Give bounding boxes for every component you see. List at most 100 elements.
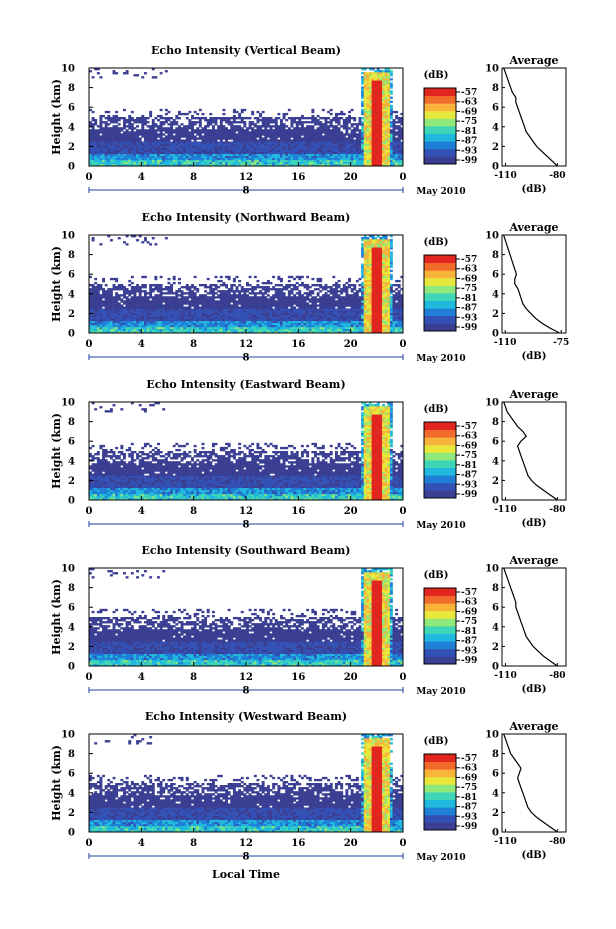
heatmap-cell bbox=[149, 306, 153, 309]
heatmap-cell bbox=[107, 129, 111, 132]
heatmap-cell bbox=[204, 133, 208, 136]
heatmap-cell bbox=[382, 117, 385, 120]
heatmap-cell bbox=[159, 123, 163, 126]
heatmap-cell bbox=[266, 286, 270, 289]
heatmap-cell bbox=[282, 129, 286, 132]
date-label: May 2010 bbox=[416, 187, 465, 197]
heatmap-cell bbox=[395, 155, 399, 159]
heatmap-cell bbox=[374, 110, 378, 114]
heatmap-cell bbox=[376, 153, 380, 157]
heatmap-cell bbox=[384, 110, 388, 114]
heatmap-cell bbox=[196, 296, 200, 299]
heatmap-cell bbox=[162, 163, 166, 167]
heatmap-cell bbox=[201, 131, 205, 134]
heatmap-cell bbox=[175, 298, 179, 301]
heatmap-cell bbox=[363, 159, 367, 163]
heatmap-cell bbox=[232, 290, 236, 293]
heatmap-cell bbox=[130, 316, 134, 320]
heatmap-cell bbox=[264, 121, 268, 124]
heatmap-cell bbox=[206, 308, 210, 311]
heatmap-cell bbox=[253, 294, 257, 297]
heatmap-cell bbox=[277, 300, 281, 303]
heatmap-cell bbox=[259, 306, 262, 309]
heatmap-cell bbox=[306, 310, 310, 313]
heatmap-cell bbox=[198, 330, 202, 334]
heatmap-cell bbox=[99, 330, 103, 334]
heatmap-cell bbox=[198, 306, 202, 309]
heatmap-cell bbox=[285, 157, 289, 161]
heatmap-cell bbox=[269, 153, 273, 157]
heatmap-cell bbox=[128, 145, 132, 148]
heatmap-cell bbox=[104, 292, 108, 295]
heatmap-cell bbox=[89, 302, 92, 305]
heatmap-cell bbox=[232, 292, 236, 295]
heatmap-cell bbox=[193, 294, 197, 297]
heatmap-cell bbox=[371, 98, 375, 101]
heatmap-cell bbox=[280, 320, 283, 324]
heatmap-cell bbox=[177, 304, 181, 307]
heatmap-cell bbox=[123, 314, 126, 317]
heatmap-cell bbox=[151, 157, 155, 161]
heatmap-cell bbox=[308, 121, 312, 124]
heatmap-cell bbox=[238, 326, 242, 330]
heatmap-cell bbox=[376, 145, 380, 148]
heatmap-cell bbox=[94, 306, 98, 309]
heatmap-cell bbox=[133, 330, 137, 334]
heatmap-cell bbox=[269, 117, 273, 120]
heatmap-cell bbox=[274, 129, 278, 132]
heatmap-cell bbox=[198, 131, 202, 134]
heatmap-cell bbox=[337, 149, 341, 153]
heatmap-cell bbox=[332, 141, 336, 144]
heatmap-cell bbox=[368, 127, 372, 130]
heatmap-cell bbox=[295, 318, 299, 322]
heatmap-cell bbox=[311, 133, 315, 136]
heatmap-cell bbox=[379, 117, 383, 120]
heatmap-cell bbox=[180, 286, 184, 289]
heatmap-cell bbox=[400, 145, 404, 148]
heatmap-cell bbox=[99, 135, 103, 138]
heatmap-cell bbox=[363, 102, 367, 106]
heatmap-cell bbox=[272, 304, 276, 307]
heatmap-cell bbox=[141, 241, 145, 244]
heatmap-cell bbox=[175, 314, 179, 317]
heatmap-cell bbox=[89, 161, 92, 165]
heatmap-cell bbox=[193, 110, 197, 114]
heatmap-cell bbox=[107, 314, 111, 317]
heatmap-cell bbox=[243, 296, 247, 299]
heatmap-cell bbox=[133, 119, 137, 122]
heatmap-cell bbox=[361, 145, 365, 148]
heatmap-cell bbox=[324, 143, 328, 146]
heatmap-cell bbox=[206, 121, 210, 124]
heatmap-cell bbox=[170, 330, 174, 334]
heatmap-cell bbox=[332, 153, 336, 157]
heatmap-cell bbox=[261, 318, 265, 322]
heatmap-cell bbox=[361, 157, 365, 161]
heatmap-cell bbox=[91, 110, 95, 114]
heatmap-cell bbox=[125, 316, 129, 320]
heatmap-cell bbox=[235, 151, 239, 155]
heatmap-cell bbox=[89, 318, 92, 322]
heatmap-cell bbox=[298, 302, 302, 305]
heatmap-cell bbox=[293, 129, 297, 132]
heatmap-cell bbox=[146, 133, 150, 136]
heatmap-cell bbox=[102, 139, 105, 142]
heatmap-cell bbox=[177, 129, 181, 132]
heatmap-cell bbox=[175, 328, 179, 332]
heatmap-cell bbox=[204, 159, 208, 163]
heatmap-cell bbox=[238, 147, 242, 150]
heatmap-cell bbox=[154, 322, 158, 326]
heatmap-cell bbox=[206, 304, 210, 307]
heatmap-cell bbox=[177, 298, 181, 301]
heatmap-cell bbox=[350, 157, 354, 161]
heatmap-cell bbox=[159, 135, 163, 138]
heatmap-cell bbox=[159, 121, 163, 124]
heatmap-cell bbox=[303, 324, 307, 328]
heatmap-cell bbox=[196, 133, 200, 136]
heatmap-cell bbox=[376, 88, 380, 91]
heatmap-cell bbox=[392, 125, 396, 128]
heatmap-cell bbox=[272, 157, 276, 161]
heatmap-cell bbox=[340, 145, 344, 148]
heatmap-cell bbox=[277, 143, 281, 146]
heatmap-cell bbox=[395, 117, 399, 120]
heatmap-cell bbox=[230, 284, 234, 287]
